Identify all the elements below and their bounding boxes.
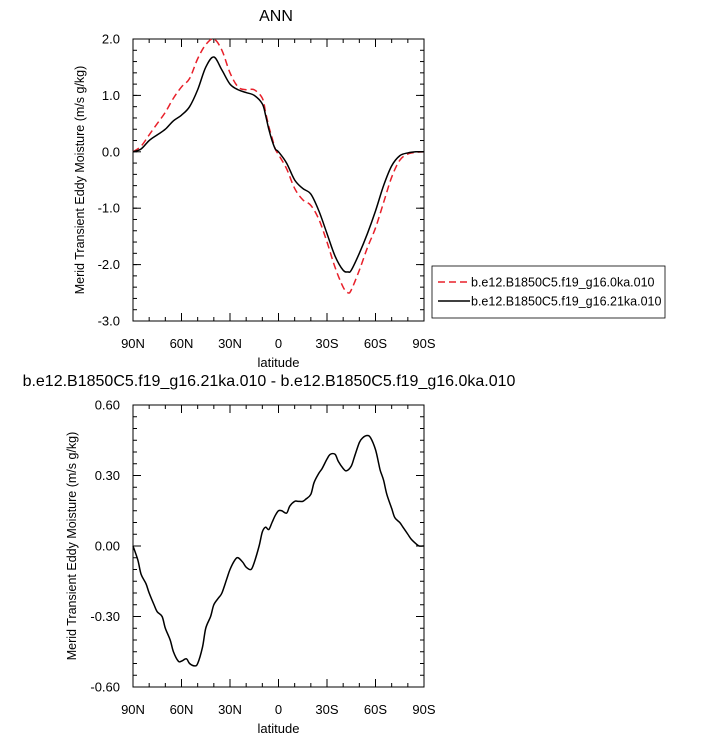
series-line-1 [132, 434, 425, 667]
x-tick-label: 90S [412, 336, 435, 351]
legend-label-1: b.e12.B1850C5.f19_g16.0ka.010 [471, 276, 655, 290]
x-tick-label: 30S [315, 336, 338, 351]
series-line-1 [132, 38, 425, 294]
x-tick-label: 60S [364, 336, 387, 351]
chart-title: b.e12.B1850C5.f19_g16.21ka.010 - b.e12.B… [23, 373, 516, 390]
y-axis-label: Merid Transient Eddy Moisture (m/s g/kg) [73, 66, 87, 295]
series-line-2 [132, 56, 425, 273]
y-tick-label: 0.00 [95, 539, 120, 554]
y-tick-label: -0.30 [90, 609, 120, 624]
legend: b.e12.B1850C5.f19_g16.0ka.010 b.e12.B1850… [431, 265, 666, 319]
y-tick-label: 1.0 [102, 88, 120, 103]
y-axis-label: Merid Transient Eddy Moisture (m/s g/kg) [65, 432, 79, 661]
plot-frame [132, 404, 425, 688]
x-axis-label: latitude [258, 721, 300, 736]
x-tick-label: 60S [364, 702, 387, 717]
legend-label-2: b.e12.B1850C5.f19_g16.21ka.010 [471, 295, 661, 309]
x-tick-label: 90N [121, 702, 145, 717]
x-tick-label: 0 [275, 702, 282, 717]
y-tick-label: -0.60 [90, 680, 120, 695]
x-axis-label: latitude [258, 355, 300, 370]
y-tick-label: 2.0 [102, 32, 120, 47]
top-panel: 90N 60N 30N 0 30S 60S 90S 2.0 1.0 0.0 -1.0 -2.0 -3.0… [73, 8, 666, 370]
x-tick-label: 60N [170, 702, 194, 717]
x-tick-label: 30N [218, 336, 242, 351]
x-tick-label: 30N [218, 702, 242, 717]
y-tick-label: 0.0 [102, 144, 120, 159]
x-tick-label: 60N [170, 336, 194, 351]
y-tick-label: 0.60 [95, 398, 120, 413]
y-tick-label: -1.0 [98, 201, 120, 216]
x-tick-label: 90N [121, 336, 145, 351]
legend-box [431, 265, 666, 319]
chart-title: ANN [259, 8, 293, 25]
plot-frame [132, 38, 425, 322]
x-tick-label: 90S [412, 702, 435, 717]
y-tick-label: 0.30 [95, 468, 120, 483]
y-tick-label: -2.0 [98, 257, 120, 272]
y-tick-label: -3.0 [98, 314, 120, 329]
bottom-panel: 90N 60N 30N 0 30S 60S 90S 0.60 0.30 0.00 -0.30 -0.6… [23, 373, 516, 736]
x-tick-label: 30S [315, 702, 338, 717]
x-tick-label: 0 [275, 336, 282, 351]
